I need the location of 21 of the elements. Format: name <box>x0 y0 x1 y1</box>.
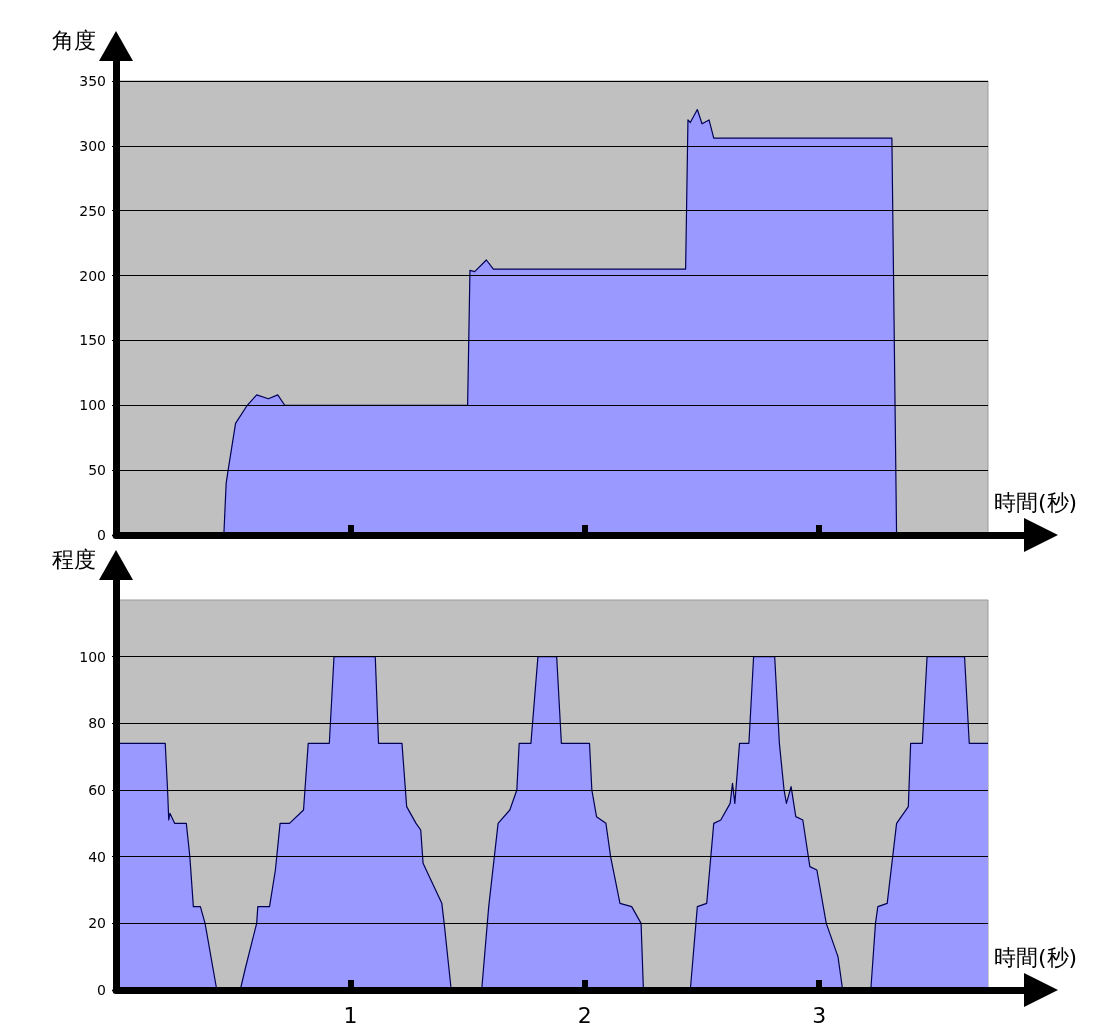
y-axis-title: 程度 <box>52 546 96 572</box>
y-tick-label: 20 <box>88 915 106 932</box>
y-tick-label: 150 <box>79 332 106 349</box>
y-tick-label: 50 <box>88 462 106 479</box>
y-tick-label: 100 <box>79 397 106 414</box>
y-tick-label: 80 <box>88 715 106 732</box>
y-tick-label: 300 <box>79 137 106 154</box>
y-tick-label: 200 <box>79 267 106 284</box>
x-tick-label: 1 <box>343 1002 358 1028</box>
y-tick-label: 350 <box>79 73 106 89</box>
x-axis-title: 時間(秒) <box>994 944 1078 970</box>
y-tick-label: 0 <box>97 527 106 543</box>
x-tick-label: 3 <box>812 1002 827 1028</box>
x-axis-title: 時間(秒) <box>994 489 1078 515</box>
x-tick-label: 2 <box>577 1002 592 1028</box>
y-tick-label: 100 <box>79 648 106 665</box>
y-axis-title: 角度 <box>52 27 96 53</box>
y-tick-label: 40 <box>88 848 106 865</box>
y-tick-label: 0 <box>97 982 106 998</box>
y-tick-label: 250 <box>79 202 106 219</box>
y-tick-label: 60 <box>88 782 106 798</box>
